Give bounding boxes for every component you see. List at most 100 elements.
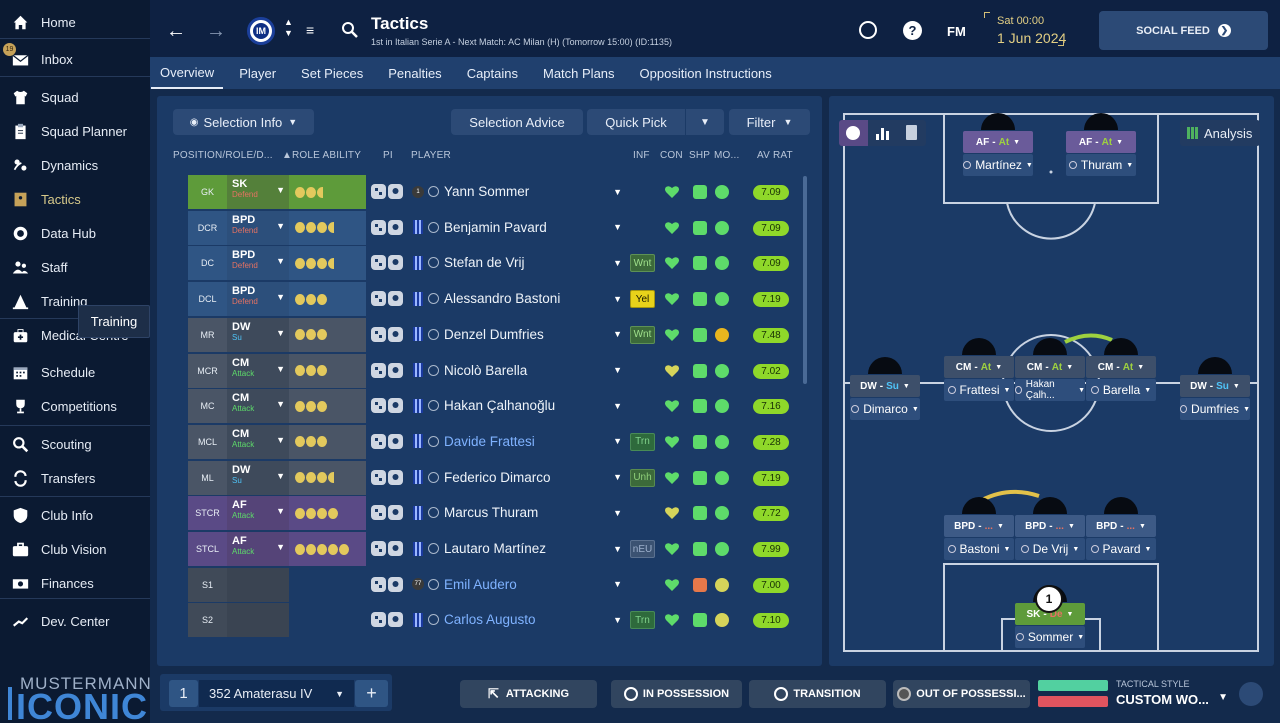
header-shp[interactable]: SHP bbox=[689, 150, 711, 161]
header-player[interactable]: PLAYER bbox=[411, 150, 451, 161]
pitch-role-badge[interactable]: BPD -... ▼ bbox=[1015, 515, 1085, 537]
table-scrollbar[interactable] bbox=[803, 176, 807, 384]
player-instructions-icon[interactable] bbox=[370, 504, 404, 522]
position-cell[interactable]: STCL bbox=[188, 532, 227, 566]
attacking-button[interactable]: ⇱ ATTACKING bbox=[460, 680, 597, 708]
player-name-cell[interactable]: 1 Yann Sommer ▼ bbox=[412, 174, 626, 209]
out-of-possession-button[interactable]: OUT OF POSSESSI... bbox=[893, 680, 1030, 708]
table-row[interactable]: GK SK Defend ▼ 1 Yann Sommer ▼ 7.09 bbox=[188, 174, 798, 210]
player-name-cell[interactable]: Stefan de Vrij ▼ bbox=[412, 245, 626, 280]
sidebar-item-dev-center[interactable]: Dev. Center bbox=[0, 604, 150, 638]
table-row[interactable]: S1 77 Emil Audero ▼ 7.00 bbox=[188, 567, 798, 603]
player-instructions-icon[interactable] bbox=[370, 290, 404, 308]
pitch-player-name[interactable]: Pavard ▼ bbox=[1086, 538, 1156, 560]
info-badge[interactable]: Unh bbox=[630, 468, 655, 487]
search-icon[interactable] bbox=[341, 21, 358, 38]
header-av-rat[interactable]: AV RAT bbox=[757, 150, 793, 161]
pitch-role-badge[interactable]: AF - At ▼ bbox=[963, 131, 1033, 153]
pitch-role-badge[interactable]: BPD -... ▼ bbox=[1086, 515, 1156, 537]
sidebar-item-staff[interactable]: Staff bbox=[0, 250, 150, 284]
pitch-player-name[interactable]: Sommer ▼ bbox=[1015, 626, 1085, 648]
role-cell[interactable]: AF Attack ▼ bbox=[227, 496, 289, 531]
header-inf[interactable]: INF bbox=[633, 150, 650, 161]
sidebar-item-squad-planner[interactable]: Squad Planner bbox=[0, 114, 150, 148]
position-cell[interactable]: S2 bbox=[188, 603, 227, 638]
fm-icon[interactable]: FM bbox=[947, 24, 966, 39]
sidebar-item-schedule[interactable]: Schedule bbox=[0, 355, 150, 389]
position-cell[interactable]: DCL bbox=[188, 282, 227, 317]
position-cell[interactable]: STCR bbox=[188, 496, 227, 531]
pitch-role-badge[interactable]: DW - Su ▼ bbox=[1180, 375, 1250, 397]
player-name-cell[interactable]: Denzel Dumfries ▼ bbox=[412, 317, 626, 352]
player-name-cell[interactable]: 77 Emil Audero ▼ bbox=[412, 567, 626, 602]
player-instructions-icon[interactable] bbox=[370, 254, 404, 272]
sidebar-item-data-hub[interactable]: Data Hub bbox=[0, 216, 150, 250]
info-badge[interactable]: Wnt bbox=[630, 325, 655, 344]
sidebar-item-dynamics[interactable]: Dynamics bbox=[0, 148, 150, 182]
role-cell[interactable]: BPD Defend ▼ bbox=[227, 246, 289, 281]
tab-overview[interactable]: Overview bbox=[151, 57, 224, 89]
position-cell[interactable]: MCR bbox=[188, 353, 227, 388]
selection-info-button[interactable]: ◉ Selection Info ▼ bbox=[173, 109, 314, 135]
pitch-player-name[interactable]: Hakan Çalh... ▼ bbox=[1015, 379, 1085, 401]
pitch-role-badge[interactable]: AF - At ▼ bbox=[1066, 131, 1136, 153]
player-name-cell[interactable]: Alessandro Bastoni ▼ bbox=[412, 281, 626, 316]
sidebar-item-finances[interactable]: Finances bbox=[0, 566, 150, 600]
position-cell[interactable]: DC bbox=[188, 246, 227, 281]
table-row[interactable]: ML DW Su ▼ Federico Dimarco ▼ Unh 7.19 bbox=[188, 460, 798, 496]
info-badge[interactable]: Yel bbox=[630, 290, 655, 309]
analysis-button[interactable]: Analysis bbox=[1180, 120, 1260, 146]
table-row[interactable]: S2 Carlos Augusto ▼ Trn 7.10 bbox=[188, 602, 798, 638]
pitch-role-badge[interactable]: DW - Su ▼ bbox=[850, 375, 920, 397]
table-row[interactable]: MCL CM Attack ▼ Davide Frattesi ▼ Trn 7.28 bbox=[188, 424, 798, 460]
add-tactic-button[interactable]: + bbox=[355, 680, 388, 707]
help-icon[interactable]: ? bbox=[903, 21, 922, 40]
social-feed-button[interactable]: SOCIAL FEED ❯ bbox=[1099, 11, 1268, 50]
sidebar-item-home[interactable]: Home bbox=[0, 5, 150, 39]
sidebar-item-training[interactable]: Training bbox=[0, 284, 150, 318]
position-cell[interactable]: MR bbox=[188, 317, 227, 352]
sidebar-item-transfers[interactable]: Transfers bbox=[0, 461, 150, 495]
player-instructions-icon[interactable] bbox=[370, 576, 404, 594]
table-row[interactable]: MR DW Su ▼ Denzel Dumfries ▼ Wnt 7.48 bbox=[188, 317, 798, 353]
info-badge[interactable]: nEU bbox=[630, 540, 655, 558]
tab-player[interactable]: Player bbox=[239, 65, 277, 81]
tab-penalties[interactable]: Penalties bbox=[388, 65, 442, 81]
role-cell[interactable]: AF Attack ▼ bbox=[227, 532, 289, 566]
role-cell[interactable]: DW Su ▼ bbox=[227, 317, 289, 352]
player-instructions-icon[interactable] bbox=[370, 326, 404, 344]
player-instructions-icon[interactable] bbox=[370, 183, 404, 201]
role-cell[interactable]: CM Attack ▼ bbox=[227, 424, 289, 459]
role-cell[interactable] bbox=[227, 603, 289, 638]
world-icon[interactable] bbox=[859, 21, 877, 39]
player-instructions-icon[interactable] bbox=[370, 362, 404, 380]
header-position[interactable]: POSITION/ROLE/D... bbox=[173, 150, 273, 161]
forward-arrow-icon[interactable]: → bbox=[206, 20, 226, 42]
info-badge[interactable]: Wnt bbox=[630, 254, 655, 273]
player-name-cell[interactable]: Hakan Çalhanoğlu ▼ bbox=[412, 388, 626, 423]
pitch-player-name[interactable]: Frattesi ▼ bbox=[944, 379, 1014, 401]
header-con[interactable]: CON bbox=[660, 150, 683, 161]
player-instructions-icon[interactable] bbox=[370, 611, 404, 629]
in-possession-button[interactable]: IN POSSESSION bbox=[611, 680, 742, 708]
tactic-name-dropdown[interactable]: 352 Amaterasu IV ▼ bbox=[199, 680, 354, 707]
sidebar-item-club-vision[interactable]: Club Vision bbox=[0, 532, 150, 566]
sidebar-item-club-info[interactable]: Club Info bbox=[0, 498, 150, 532]
info-badge[interactable]: Trn bbox=[630, 611, 655, 630]
position-cell[interactable]: MCL bbox=[188, 424, 227, 459]
position-cell[interactable]: GK bbox=[188, 175, 227, 209]
club-crest-icon[interactable]: IM bbox=[247, 17, 275, 45]
sidebar-item-scouting[interactable]: Scouting bbox=[0, 427, 150, 461]
table-row[interactable]: DC BPD Defend ▼ Stefan de Vrij ▼ Wnt 7.09 bbox=[188, 245, 798, 281]
player-name-cell[interactable]: Marcus Thuram ▼ bbox=[412, 495, 626, 530]
filter-button[interactable]: Filter ▼ bbox=[729, 109, 810, 135]
stats-bars-icon[interactable] bbox=[868, 120, 897, 146]
position-cell[interactable]: ML bbox=[188, 460, 227, 495]
player-instructions-icon[interactable] bbox=[370, 219, 404, 237]
sidebar-item-squad[interactable]: Squad bbox=[0, 80, 150, 114]
player-name-cell[interactable]: Federico Dimarco ▼ bbox=[412, 460, 626, 495]
back-arrow-icon[interactable]: ← bbox=[166, 20, 186, 42]
pitch-role-badge[interactable]: SK - De ▼ bbox=[1015, 603, 1085, 625]
pitch-role-badge[interactable]: CM - At ▼ bbox=[1086, 356, 1156, 378]
table-row[interactable]: MCR CM Attack ▼ Nicolò Barella ▼ 7.02 bbox=[188, 353, 798, 389]
